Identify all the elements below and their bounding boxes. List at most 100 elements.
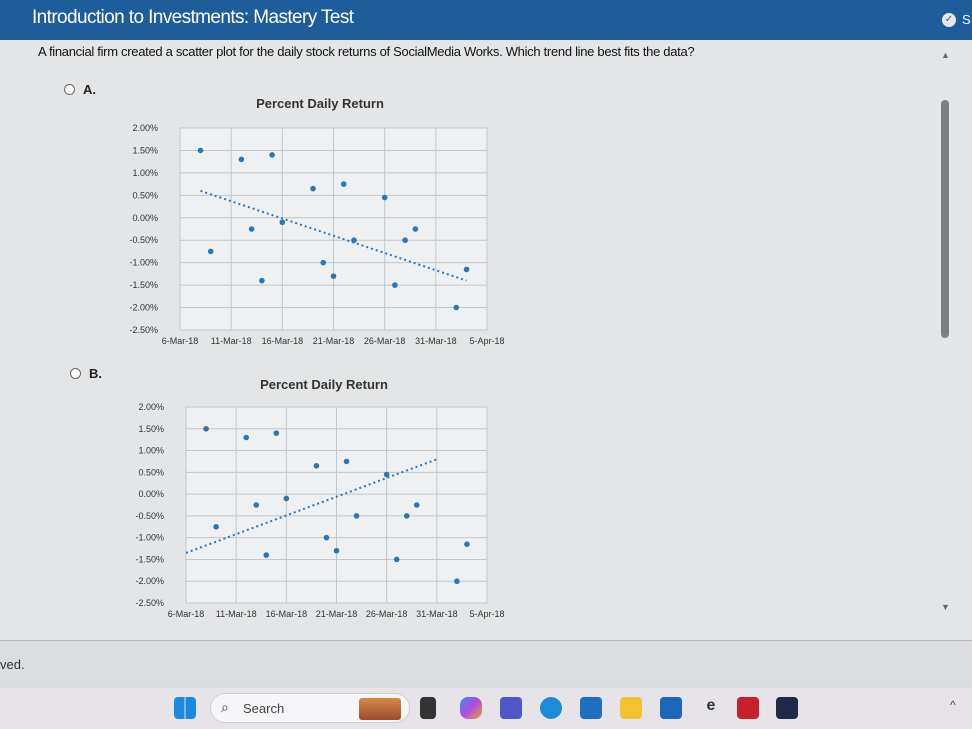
- data-point: [310, 185, 316, 192]
- x-tick-label: 6-Mar-18: [168, 609, 205, 619]
- x-tick-label: 31-Mar-18: [416, 609, 458, 619]
- x-tick-label: 5-Apr-18: [469, 336, 504, 346]
- x-tick-label: 16-Mar-18: [262, 336, 304, 346]
- footer-text: ved.: [0, 657, 25, 672]
- y-tick-label: -1.50%: [129, 280, 158, 290]
- data-point: [323, 534, 330, 541]
- data-point: [320, 259, 327, 266]
- data-point: [340, 181, 347, 187]
- data-point: [353, 513, 360, 519]
- y-tick-label: 2.00%: [138, 402, 164, 412]
- data-point: [253, 502, 260, 508]
- data-point: [207, 248, 214, 255]
- data-point: [402, 237, 408, 244]
- edge-icon[interactable]: [540, 697, 562, 719]
- search-label: Search: [243, 701, 285, 716]
- data-point: [248, 226, 255, 232]
- radio-a[interactable]: [64, 84, 75, 95]
- data-point: [263, 552, 270, 558]
- scroll-down-icon[interactable]: ▼: [941, 602, 950, 612]
- data-point: [403, 513, 410, 519]
- option-a-label: A.: [83, 82, 96, 97]
- widgets-icon[interactable]: [359, 698, 401, 720]
- store-icon[interactable]: [580, 697, 602, 719]
- status-letter: S: [962, 12, 971, 27]
- copilot-icon[interactable]: [460, 697, 482, 719]
- y-tick-label: -1.50%: [135, 554, 164, 564]
- divider: [0, 640, 972, 641]
- data-point: [259, 277, 265, 284]
- x-tick-label: 11-Mar-18: [216, 609, 257, 619]
- y-tick-label: 1.00%: [132, 168, 158, 178]
- data-point: [313, 463, 320, 469]
- y-tick-label: -2.50%: [129, 325, 158, 335]
- x-tick-label: 26-Mar-18: [364, 336, 406, 346]
- x-tick-label: 31-Mar-18: [415, 336, 457, 346]
- y-tick-label: 0.50%: [138, 467, 164, 477]
- task-view-icon[interactable]: [420, 697, 436, 719]
- y-tick-label: 0.50%: [132, 190, 158, 200]
- taskbar: ⌕ Search e ^: [0, 688, 972, 729]
- y-tick-label: -0.50%: [129, 235, 158, 245]
- webex-icon[interactable]: [776, 697, 798, 719]
- data-point: [203, 425, 209, 432]
- x-tick-label: 5-Apr-18: [469, 609, 504, 619]
- data-point: [273, 430, 280, 436]
- windows-start-icon[interactable]: [174, 697, 196, 719]
- y-tick-label: -0.50%: [135, 511, 164, 521]
- x-tick-label: 6-Mar-18: [162, 336, 199, 346]
- y-tick-label: 0.00%: [138, 489, 164, 499]
- lower-area: [0, 641, 972, 685]
- file-explorer-icon[interactable]: [620, 697, 642, 719]
- data-point: [383, 471, 390, 478]
- data-point: [413, 502, 420, 508]
- chevron-up-icon[interactable]: ^: [950, 698, 956, 712]
- data-point: [454, 578, 460, 585]
- status-area: ✓ S: [930, 0, 972, 40]
- chart-title: Percent Daily Return: [256, 96, 384, 111]
- header-bar: Introduction to Investments: Mastery Tes…: [0, 0, 930, 40]
- data-point: [269, 152, 275, 158]
- data-point: [279, 219, 286, 226]
- data-point: [330, 273, 337, 279]
- data-point: [381, 194, 388, 201]
- y-tick-label: 2.00%: [132, 123, 158, 133]
- scroll-thumb[interactable]: [941, 100, 949, 338]
- mcafee-icon[interactable]: [737, 697, 759, 719]
- y-tick-label: 1.50%: [138, 424, 164, 434]
- data-point: [463, 266, 470, 273]
- data-point: [453, 304, 460, 311]
- search-box[interactable]: ⌕ Search: [210, 693, 410, 723]
- data-point: [343, 458, 350, 465]
- radio-b[interactable]: [70, 368, 81, 379]
- question-text: A financial firm created a scatter plot …: [38, 44, 695, 59]
- y-tick-label: -2.50%: [135, 598, 164, 608]
- trend-line: [200, 189, 467, 282]
- y-tick-label: -1.00%: [135, 533, 164, 543]
- y-tick-label: -2.00%: [135, 576, 164, 586]
- check-icon: ✓: [942, 13, 956, 27]
- y-tick-label: 1.50%: [132, 145, 158, 155]
- option-a[interactable]: A.: [64, 82, 96, 97]
- e-app-icon[interactable]: e: [706, 697, 716, 714]
- charts-layer: Percent Daily Return 2.00% 1.50% 1.00% 0.50%…: [129, 96, 504, 619]
- data-point: [412, 226, 419, 232]
- scroll-up-icon[interactable]: ▲: [941, 50, 950, 60]
- x-tick-label: 21-Mar-18: [316, 609, 358, 619]
- data-point: [197, 147, 204, 154]
- scrollbar[interactable]: [930, 40, 972, 640]
- dell-icon[interactable]: [660, 697, 682, 719]
- data-point: [392, 282, 398, 288]
- x-tick-label: 11-Mar-18: [211, 336, 252, 346]
- teams-icon[interactable]: [500, 697, 522, 719]
- data-point: [393, 556, 400, 563]
- x-tick-label: 16-Mar-18: [266, 609, 308, 619]
- option-b[interactable]: B.: [70, 366, 102, 381]
- data-point: [238, 156, 245, 163]
- data-point: [464, 541, 470, 547]
- data-point: [213, 523, 219, 530]
- option-b-label: B.: [89, 366, 102, 381]
- y-tick-label: -1.00%: [129, 258, 158, 268]
- y-tick-label: 0.00%: [132, 213, 158, 223]
- data-point: [351, 237, 357, 244]
